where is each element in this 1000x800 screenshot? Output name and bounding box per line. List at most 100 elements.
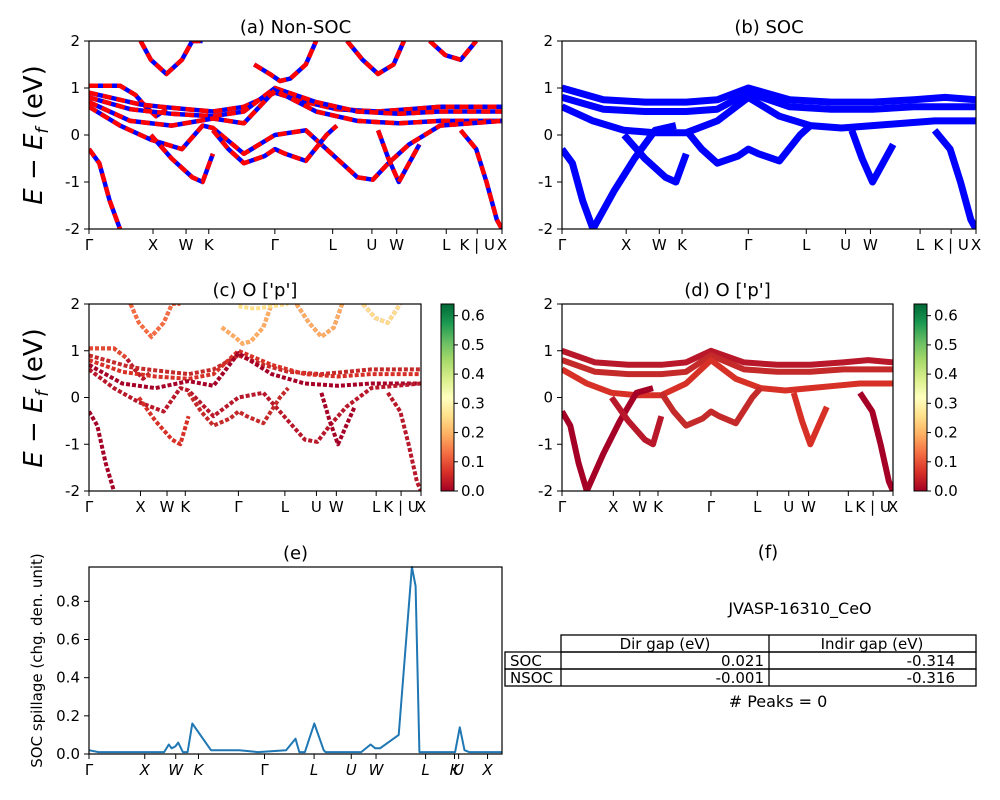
projected-band — [790, 391, 830, 448]
y-tick-label: 0.6 — [56, 631, 80, 649]
panel-title: (a) Non-SOC — [240, 17, 351, 38]
band-line-overlay — [211, 123, 339, 166]
projected-band — [857, 391, 893, 491]
colorbar-tick-label: 0.2 — [461, 424, 485, 442]
colorbar-tick-label: 0.6 — [934, 307, 958, 325]
x-tick-label: W — [179, 236, 194, 254]
x-tick-label: K — [450, 761, 461, 779]
x-tick-label: U — [311, 498, 322, 516]
x-tick-label: U — [346, 761, 357, 779]
x-tick-label: Γ — [85, 498, 94, 516]
x-tick-label: Γ — [260, 761, 269, 779]
band-line — [253, 41, 319, 84]
y-tick-label: 2 — [70, 295, 80, 313]
y-tick-label: 0 — [543, 389, 553, 407]
ylabel-part: (eV) — [19, 328, 49, 390]
peaks-count: # Peaks = 0 — [729, 692, 828, 711]
x-tick-label: L — [281, 498, 290, 516]
y-tick-label: 1 — [543, 79, 553, 97]
y-tick-label: -2 — [65, 220, 80, 238]
projected-band — [386, 391, 421, 491]
colorbar-tick-label: 0.5 — [461, 336, 485, 354]
projected-band — [361, 304, 402, 326]
y-tick-label: 1 — [70, 342, 80, 360]
y-tick-label: 2 — [70, 32, 80, 50]
band-line — [89, 104, 502, 182]
panel-f-gap-table: (f) JVASP-16310_CeO Dir gap (eV) Indir g… — [504, 542, 977, 711]
band-group — [89, 41, 502, 229]
projected-band — [609, 395, 665, 448]
y-tick-label: 2 — [543, 32, 553, 50]
band-line-overlay — [89, 88, 502, 128]
projected-band — [562, 409, 590, 491]
x-tick-label: X — [608, 498, 618, 516]
projected-band — [238, 304, 289, 311]
projected-band — [562, 347, 893, 368]
x-tick-label: X — [135, 498, 145, 516]
x-tick-label: K | U — [855, 498, 890, 516]
y-tick-label: 0.0 — [56, 745, 80, 763]
band-line-overlay — [149, 133, 216, 185]
y-tick-label: -1 — [65, 173, 80, 191]
x-tick-label: L — [802, 236, 811, 254]
band-line — [589, 122, 677, 229]
projected-band — [220, 304, 274, 346]
ylabel-part: f — [33, 388, 53, 397]
projected-band — [294, 304, 344, 340]
x-tick-label: W — [652, 236, 667, 254]
band-line-overlay — [89, 85, 502, 119]
band-line-overlay — [138, 41, 203, 77]
axes-frame — [88, 566, 503, 755]
projected-band — [89, 353, 421, 377]
band-line — [621, 132, 690, 186]
colorbar-tick-label: 0.2 — [934, 424, 958, 442]
colorbar-bar — [440, 303, 455, 492]
x-tick-label: K | U — [460, 236, 495, 254]
projected-band — [89, 351, 421, 391]
ylabel-a: E − Ef (eV) — [19, 65, 53, 205]
projected-band — [128, 304, 181, 340]
band-line-overlay — [375, 129, 422, 185]
table-col-indir-gap: Indir gap (eV) — [821, 635, 924, 653]
x-tick-label: W — [168, 761, 184, 779]
x-tick-label: X — [481, 761, 493, 779]
projected-band — [658, 386, 763, 429]
band-line-overlay — [253, 41, 319, 84]
x-tick-label: L — [753, 498, 762, 516]
table-title: JVASP-16310_CeO — [727, 599, 871, 619]
colorbar-tick-label: 0.1 — [934, 453, 958, 471]
band-line — [683, 123, 813, 167]
colorbar-tick-label: 0.3 — [461, 394, 485, 412]
x-tick-label: Γ — [85, 236, 94, 254]
colorbar-tick-label: 0.1 — [461, 453, 485, 471]
x-tick-label: W — [801, 498, 816, 516]
band-line-overlay — [458, 128, 502, 229]
y-tick-label: 0.8 — [56, 592, 80, 610]
ylabel-part: E − E — [19, 133, 49, 205]
gap-table: Dir gap (eV) Indir gap (eV) SOC 0.021 -0… — [504, 634, 977, 687]
x-tick-label: W — [329, 498, 344, 516]
x-tick-label: Γ — [558, 236, 567, 254]
band-line — [848, 129, 897, 186]
projected-band — [137, 396, 191, 447]
x-tick-label: X — [416, 498, 426, 516]
x-tick-label: Γ — [744, 236, 753, 254]
table-cell-nsoc-dir: -0.001 — [716, 669, 764, 687]
x-tick-label: Γ — [271, 236, 280, 254]
band-line — [562, 147, 597, 229]
projected-band — [562, 357, 893, 399]
panel-title: (b) SOC — [734, 17, 803, 38]
projected-band — [89, 367, 421, 444]
x-tick-label: L — [844, 498, 853, 516]
ylabel-part: f — [33, 125, 53, 134]
x-tick-label: L — [442, 236, 451, 254]
band-line-overlay — [345, 41, 406, 77]
colorbar-tick-label: 0.3 — [934, 394, 958, 412]
x-tick-label: X — [971, 236, 981, 254]
ylabel-part: (eV) — [19, 65, 49, 127]
band-line — [562, 93, 976, 137]
